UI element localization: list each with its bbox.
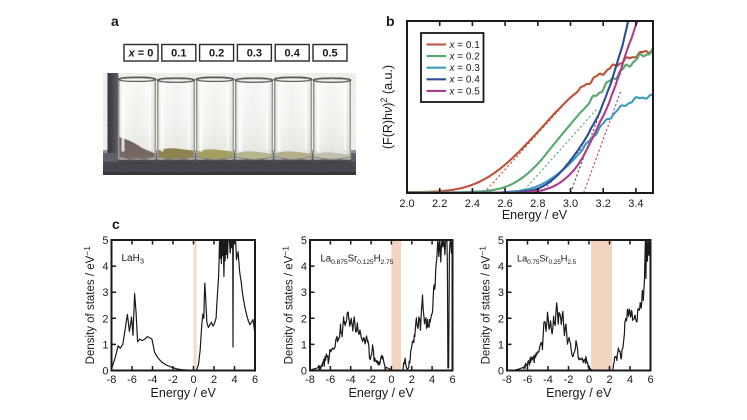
svg-text:4: 4 (627, 374, 633, 386)
svg-text:2: 2 (102, 313, 108, 325)
svg-text:b: b (386, 13, 395, 29)
svg-text:1: 1 (102, 339, 108, 351)
svg-text:5: 5 (301, 235, 307, 247)
svg-text:-4: -4 (543, 374, 553, 386)
svg-text:-2: -2 (366, 374, 376, 386)
svg-text:2: 2 (409, 374, 415, 386)
svg-text:a: a (111, 13, 119, 29)
svg-text:3.2: 3.2 (596, 198, 611, 210)
svg-text:0.4: 0.4 (285, 48, 301, 60)
svg-text:5: 5 (498, 235, 504, 247)
svg-text:2.6: 2.6 (497, 198, 512, 210)
svg-text:0: 0 (301, 366, 307, 378)
svg-text:Energy / eV: Energy / eV (151, 386, 217, 400)
svg-text:2: 2 (301, 313, 307, 325)
svg-text:4: 4 (429, 374, 435, 386)
svg-text:0: 0 (102, 366, 108, 378)
svg-text:-6: -6 (127, 374, 137, 386)
svg-text:x = 0.1: x = 0.1 (449, 40, 481, 51)
svg-text:3: 3 (102, 287, 108, 299)
svg-text:2.2: 2.2 (432, 198, 447, 210)
svg-text:2.8: 2.8 (530, 198, 545, 210)
svg-text:Density of states / eV−1: Density of states / eV−1 (478, 246, 493, 365)
svg-text:2: 2 (606, 374, 612, 386)
svg-text:2.4: 2.4 (465, 198, 480, 210)
svg-text:-4: -4 (148, 374, 158, 386)
svg-text:LaH3: LaH3 (122, 253, 145, 266)
svg-text:6: 6 (449, 374, 455, 386)
svg-text:0: 0 (190, 374, 196, 386)
svg-text:x = 0: x = 0 (128, 48, 154, 60)
svg-text:Energy / eV: Energy / eV (349, 386, 415, 400)
svg-text:c: c (112, 216, 120, 232)
svg-text:1: 1 (301, 339, 307, 351)
svg-text:-8: -8 (502, 374, 512, 386)
svg-text:0.3: 0.3 (247, 48, 262, 60)
svg-text:3: 3 (301, 287, 307, 299)
svg-text:Density of states / eV−1: Density of states / eV−1 (281, 246, 296, 365)
svg-text:1: 1 (498, 339, 504, 351)
svg-text:6: 6 (647, 374, 653, 386)
svg-text:-2: -2 (564, 374, 574, 386)
svg-text:2: 2 (498, 313, 504, 325)
svg-text:x = 0.3: x = 0.3 (449, 63, 481, 74)
svg-text:2.0: 2.0 (399, 198, 414, 210)
svg-text:-6: -6 (326, 374, 336, 386)
svg-text:3.4: 3.4 (628, 198, 643, 210)
svg-text:0.2: 0.2 (209, 48, 224, 60)
svg-text:4: 4 (498, 261, 504, 273)
svg-text:0: 0 (586, 374, 592, 386)
svg-text:6: 6 (252, 374, 258, 386)
svg-text:4: 4 (102, 261, 108, 273)
svg-text:(F(R)hν)2 (a.u.): (F(R)hν)2 (a.u.) (379, 65, 395, 149)
svg-text:-6: -6 (523, 374, 533, 386)
svg-text:4: 4 (301, 261, 307, 273)
svg-text:x = 0.2: x = 0.2 (449, 52, 481, 63)
svg-text:3.0: 3.0 (563, 198, 578, 210)
svg-text:2: 2 (211, 374, 217, 386)
svg-text:3: 3 (498, 287, 504, 299)
svg-text:x = 0.5: x = 0.5 (449, 86, 481, 97)
svg-text:-8: -8 (107, 374, 117, 386)
svg-text:x = 0.4: x = 0.4 (449, 75, 481, 86)
svg-text:-2: -2 (168, 374, 178, 386)
svg-text:-8: -8 (305, 374, 315, 386)
svg-text:Density of states / eV−1: Density of states / eV−1 (82, 246, 97, 365)
svg-text:Energy / eV: Energy / eV (546, 386, 612, 400)
svg-text:0: 0 (388, 374, 394, 386)
svg-text:4: 4 (231, 374, 237, 386)
svg-text:0.1: 0.1 (171, 48, 186, 60)
svg-text:Energy / eV: Energy / eV (502, 208, 568, 222)
svg-text:0.5: 0.5 (322, 48, 337, 60)
svg-text:-4: -4 (346, 374, 356, 386)
svg-text:0: 0 (498, 366, 504, 378)
svg-text:5: 5 (102, 235, 108, 247)
